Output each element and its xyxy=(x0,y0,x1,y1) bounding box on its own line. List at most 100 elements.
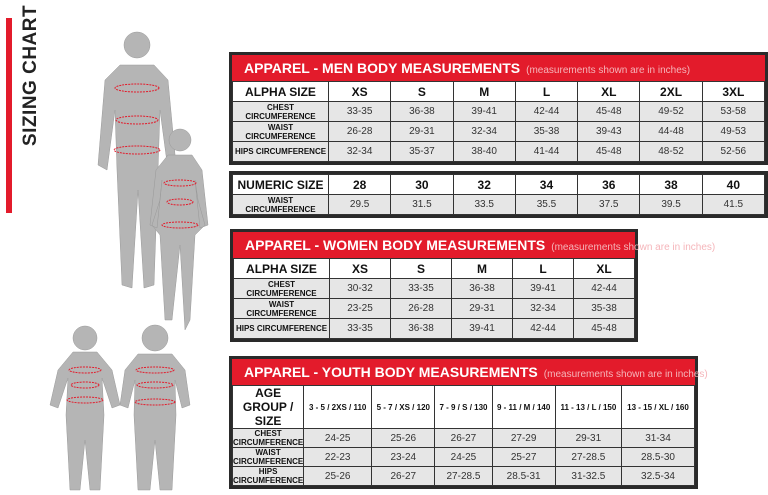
men-table-title: APPAREL - MEN BODY MEASUREMENTS xyxy=(244,60,521,76)
table-cell: 40 xyxy=(701,174,766,195)
row-label: NUMERIC SIZE xyxy=(232,174,329,195)
table-row: CHEST CIRCUMFERENCE 30-32 33-35 36-38 39-41 4… xyxy=(233,278,635,299)
table-row: WAIST CIRCUMFERENCE 26-28 29-31 32-34 35-38 3… xyxy=(232,121,766,142)
row-label: AGE GROUP / SIZE xyxy=(231,385,305,429)
table-cell: XS xyxy=(327,81,392,102)
table-cell: 32 xyxy=(452,174,516,195)
table-cell: 9 - 11 / M / 140 xyxy=(491,385,556,429)
table-cell: 29-31 xyxy=(451,298,513,319)
women-table-note: (measurements shown are in inches) xyxy=(551,242,716,253)
table-cell: 32.5-34 xyxy=(621,466,695,486)
table-cell: 22-23 xyxy=(303,447,373,467)
table-cell: 23-25 xyxy=(329,298,391,319)
women-table-header: APPAREL - WOMEN BODY MEASUREMENTS (measur… xyxy=(233,232,715,258)
table-row: WAIST CIRCUMFERENCE 29.5 31.5 33.5 35.5 37.5 3… xyxy=(232,194,766,215)
men-table-header: APPAREL - MEN BODY MEASUREMENTS (measurem… xyxy=(232,55,765,81)
table-cell: M xyxy=(451,258,513,279)
youth-table-header: APPAREL - YOUTH BODY MEASUREMENTS (measur… xyxy=(232,359,708,385)
table-cell: 29-31 xyxy=(554,428,623,448)
table-cell: 39-41 xyxy=(452,101,516,122)
table-row: HIPS CIRCUMFERENCE 32-34 35-37 38-40 41-44 45… xyxy=(232,141,766,162)
table-cell: 29.5 xyxy=(327,194,392,215)
row-label: CHEST CIRCUMFERENCE xyxy=(231,428,305,448)
table-cell: XL xyxy=(577,81,641,102)
table-cell: 35.5 xyxy=(514,194,579,215)
table-cell: 53-58 xyxy=(701,101,766,122)
table-cell: 31.5 xyxy=(390,194,454,215)
table-cell: L xyxy=(512,258,574,279)
table-cell: 48-52 xyxy=(639,141,703,162)
row-label: ALPHA SIZE xyxy=(232,81,329,102)
table-row: HIPS CIRCUMFERENCE 33-35 36-38 39-41 42-44 45… xyxy=(233,318,635,339)
table-cell: 25-26 xyxy=(303,466,373,486)
table-cell: 39-41 xyxy=(512,278,574,299)
table-cell: 39-41 xyxy=(451,318,513,339)
table-cell: 3XL xyxy=(701,81,766,102)
table-cell: 26-28 xyxy=(327,121,392,142)
boy-figure xyxy=(119,324,191,491)
table-cell: 28.5-30 xyxy=(621,447,695,467)
table-cell: 42-44 xyxy=(514,101,579,122)
row-label: WAIST CIRCUMFERENCE xyxy=(231,447,305,467)
table-cell: 25-27 xyxy=(491,447,556,467)
table-header-row: ALPHA SIZE XS S M L XL xyxy=(233,258,635,279)
table-cell: 41.5 xyxy=(701,194,766,215)
table-cell: 41-44 xyxy=(514,141,579,162)
table-cell: 27-28.5 xyxy=(434,466,493,486)
row-label: WAIST CIRCUMFERENCE xyxy=(232,121,329,142)
table-cell: 5 - 7 / XS / 120 xyxy=(371,385,436,429)
row-label: WAIST CIRCUMFERENCE xyxy=(233,298,330,319)
row-label: HIPS CIRCUMFERENCE xyxy=(232,141,329,162)
table-cell: 26-28 xyxy=(390,298,452,319)
women-table-title: APPAREL - WOMEN BODY MEASUREMENTS xyxy=(245,237,546,253)
row-label: WAIST CIRCUMFERENCE xyxy=(232,194,329,215)
table-cell: S xyxy=(390,81,454,102)
table-cell: 49-53 xyxy=(701,121,766,142)
table-cell: S xyxy=(390,258,452,279)
table-cell: 52-56 xyxy=(701,141,766,162)
youth-table-title: APPAREL - YOUTH BODY MEASUREMENTS xyxy=(244,364,538,380)
accent-bar xyxy=(6,18,12,213)
table-cell: 45-48 xyxy=(577,101,641,122)
men-measurements-table: APPAREL - MEN BODY MEASUREMENTS (measurem… xyxy=(229,52,768,165)
table-header-row: NUMERIC SIZE 28 30 32 34 36 38 40 xyxy=(232,174,766,195)
table-cell: XS xyxy=(329,258,391,279)
table-cell: 37.5 xyxy=(577,194,641,215)
girl-figure xyxy=(49,325,121,491)
table-cell: 36-38 xyxy=(390,318,452,339)
table-row: WAIST CIRCUMFERENCE 22-23 23-24 24-25 25-27 2… xyxy=(231,447,695,467)
men-table-note: (measurements shown are in inches) xyxy=(526,65,691,76)
table-cell: 13 - 15 / XL / 160 xyxy=(621,385,695,429)
youth-measurements-table: APPAREL - YOUTH BODY MEASUREMENTS (measur… xyxy=(229,356,708,489)
table-cell: 38-40 xyxy=(452,141,516,162)
table-cell: 42-44 xyxy=(512,318,574,339)
table-cell: 34 xyxy=(514,174,579,195)
table-cell: 23-24 xyxy=(371,447,436,467)
row-label: HIPS CIRCUMFERENCE xyxy=(231,466,305,486)
table-cell: 26-27 xyxy=(434,428,493,448)
table-cell: 38 xyxy=(639,174,703,195)
table-row: WAIST CIRCUMFERENCE 23-25 26-28 29-31 32-34 3… xyxy=(233,298,635,319)
table-cell: 33-35 xyxy=(329,318,391,339)
table-cell: 31-32.5 xyxy=(554,466,623,486)
page-title-text: SIZING CHART xyxy=(20,4,41,146)
table-cell: 24-25 xyxy=(303,428,373,448)
numeric-size-table: NUMERIC SIZE 28 30 32 34 36 38 40 WAIST CIRCUMFE… xyxy=(229,171,768,218)
woman-figure xyxy=(149,128,209,331)
table-cell: 28 xyxy=(327,174,392,195)
table-cell: 36 xyxy=(577,174,641,195)
table-cell: 39.5 xyxy=(639,194,703,215)
table-cell: 33-35 xyxy=(390,278,452,299)
table-row: HIPS CIRCUMFERENCE 25-26 26-27 27-28.5 28.5-… xyxy=(231,466,695,486)
table-cell: 27-28.5 xyxy=(554,447,623,467)
table-cell: 3 - 5 / 2XS / 110 xyxy=(303,385,373,429)
table-cell: 33.5 xyxy=(452,194,516,215)
table-cell: 35-38 xyxy=(573,298,635,319)
table-row: CHEST CIRCUMFERENCE 24-25 25-26 26-27 27-29 2… xyxy=(231,428,695,448)
table-header-row: AGE GROUP / SIZE 3 - 5 / 2XS / 110 5 - 7 /… xyxy=(231,385,695,429)
table-cell: 33-35 xyxy=(327,101,392,122)
table-cell: 7 - 9 / S / 130 xyxy=(434,385,493,429)
table-cell: 42-44 xyxy=(573,278,635,299)
row-label: HIPS CIRCUMFERENCE xyxy=(233,318,330,339)
table-cell: 30 xyxy=(390,174,454,195)
